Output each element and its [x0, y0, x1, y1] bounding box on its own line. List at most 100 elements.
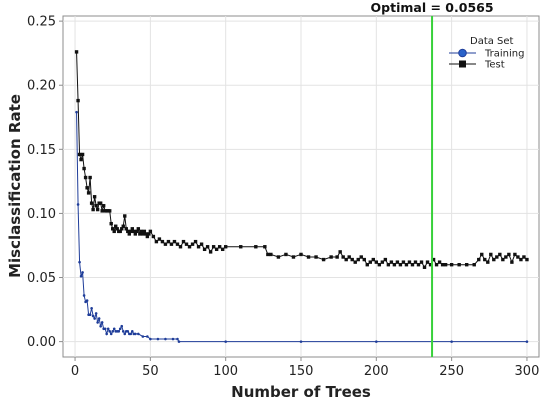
- data-point-training: [100, 321, 104, 324]
- data-point-test: [321, 257, 326, 262]
- data-point-test: [169, 242, 174, 246]
- data-point-training: [75, 110, 78, 114]
- data-point-test: [111, 227, 115, 231]
- data-point-test: [525, 257, 529, 262]
- data-point-test: [85, 186, 89, 190]
- data-point-test: [480, 252, 484, 257]
- data-point-test: [404, 262, 409, 267]
- data-point-test: [190, 242, 195, 246]
- data-point-test: [434, 262, 439, 267]
- legend-label: Training: [484, 49, 524, 60]
- series-training: [75, 110, 529, 343]
- data-point-test: [356, 257, 360, 262]
- data-point-test: [181, 239, 186, 244]
- data-point-test: [114, 224, 118, 228]
- data-point-test: [410, 262, 415, 267]
- data-point-test: [492, 257, 496, 262]
- data-point-training: [176, 337, 179, 341]
- data-point-test: [291, 255, 296, 259]
- data-point-test: [263, 245, 267, 249]
- data-point-test: [347, 255, 351, 259]
- data-point-test: [495, 255, 499, 259]
- legend-label: Test: [484, 60, 505, 71]
- data-point-test: [202, 247, 207, 252]
- data-point-test: [440, 262, 445, 267]
- data-point-test: [416, 262, 421, 267]
- data-point-test: [498, 252, 502, 257]
- legend-square-marker: [459, 60, 466, 68]
- data-point-test: [464, 262, 469, 267]
- data-point-training: [90, 306, 93, 310]
- data-point-test: [139, 229, 144, 234]
- data-point-test: [79, 157, 83, 162]
- data-point-test: [220, 247, 225, 252]
- data-point-test: [148, 229, 153, 234]
- data-point-test: [145, 234, 150, 239]
- data-point-test: [86, 191, 91, 195]
- data-point-test: [154, 239, 159, 244]
- data-point-test: [389, 260, 394, 264]
- data-point-test: [401, 260, 406, 264]
- data-point-training: [149, 337, 152, 341]
- x-tick-label: 200: [364, 364, 389, 379]
- y-tick-label: 0.25: [27, 15, 56, 30]
- data-point-test: [269, 252, 273, 257]
- data-point-test: [483, 257, 487, 262]
- legend-entry-test: Test: [449, 60, 505, 71]
- x-tick-label: 50: [142, 364, 159, 379]
- data-point-test: [83, 175, 88, 180]
- data-point-training: [137, 332, 140, 336]
- data-point-test: [109, 221, 113, 226]
- data-point-training: [91, 314, 95, 318]
- data-point-training: [450, 340, 453, 343]
- data-point-test: [425, 260, 430, 264]
- data-point-test: [516, 255, 520, 259]
- data-point-test: [141, 232, 145, 236]
- data-point-test: [107, 209, 112, 213]
- data-point-training: [99, 324, 102, 328]
- data-point-test: [380, 260, 385, 264]
- x-tick-label: 100: [213, 364, 238, 379]
- data-point-test: [428, 262, 433, 267]
- data-point-test: [344, 257, 348, 262]
- data-point-test: [413, 260, 418, 264]
- data-point-test: [147, 232, 151, 236]
- data-point-test: [306, 255, 311, 259]
- data-point-test: [266, 252, 270, 257]
- data-point-test: [124, 227, 128, 231]
- data-point-test: [89, 201, 94, 205]
- data-point-test: [187, 245, 192, 249]
- data-point-test: [362, 257, 366, 262]
- data-point-training: [134, 332, 137, 336]
- data-point-training: [96, 321, 99, 324]
- data-point-test: [522, 255, 526, 259]
- data-point-test: [365, 262, 369, 267]
- data-point-test: [88, 175, 92, 180]
- data-point-test: [205, 245, 210, 249]
- data-point-test: [100, 209, 104, 213]
- data-point-training: [224, 340, 227, 343]
- data-point-test: [437, 260, 442, 264]
- data-point-test: [196, 245, 201, 249]
- data-point-training: [105, 332, 108, 336]
- data-point-training: [164, 337, 167, 341]
- data-point-test: [160, 239, 165, 244]
- y-tick-label: 0.00: [27, 335, 56, 350]
- y-tick-label: 0.05: [27, 271, 56, 286]
- data-point-test: [457, 262, 461, 267]
- data-point-test: [178, 245, 183, 249]
- data-point-test: [239, 245, 243, 249]
- data-point-test: [377, 262, 382, 267]
- data-point-test: [120, 227, 124, 231]
- data-point-training: [103, 327, 107, 331]
- data-point-test: [211, 245, 216, 249]
- data-point-training: [82, 294, 86, 297]
- data-point-training: [146, 335, 149, 338]
- data-point-training: [120, 324, 124, 328]
- data-point-test: [371, 257, 376, 262]
- data-point-test: [80, 152, 85, 157]
- data-point-test: [477, 257, 481, 262]
- data-point-training: [130, 330, 134, 333]
- data-point-test: [489, 252, 493, 257]
